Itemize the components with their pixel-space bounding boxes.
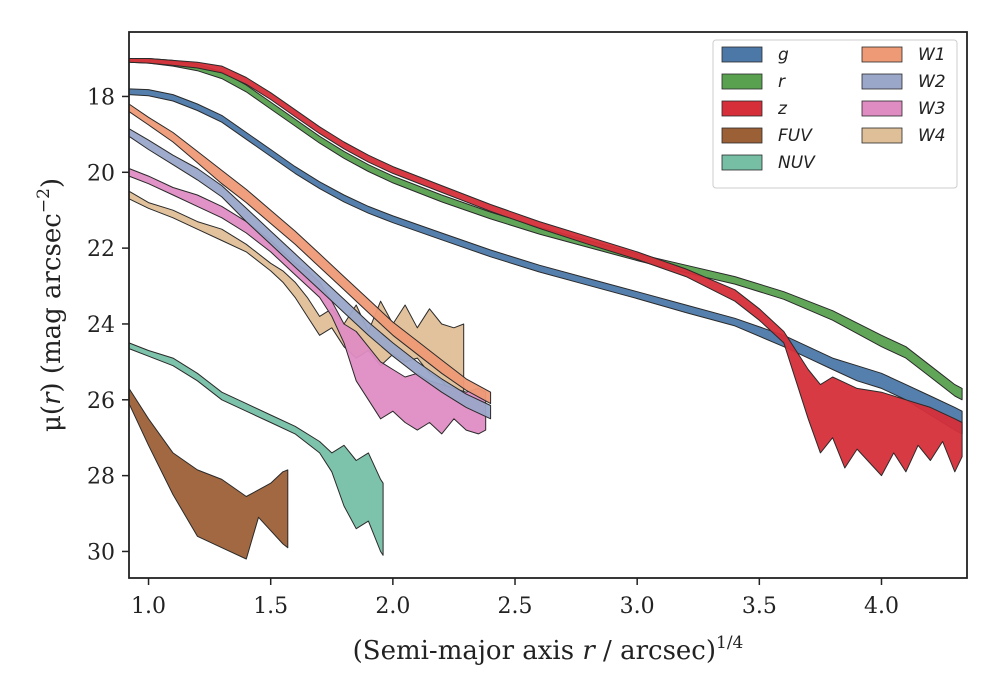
legend-swatch-w4 (861, 127, 903, 144)
x-axis-label: (Semi-major axis r / arcsec)1/4 (353, 633, 744, 666)
y-axis-label-tail: ) (mag arcsec (37, 213, 67, 392)
y-axis-label-var: r (37, 391, 67, 405)
y-tick-label: 20 (87, 161, 115, 186)
legend-swatch-w1 (861, 46, 903, 63)
x-axis-label-tail: / arcsec) (595, 636, 716, 666)
legend: grz FUV NUV W1 W2 W3 W4 (712, 39, 958, 189)
y-tick-label: 18 (87, 85, 115, 110)
legend-swatch-r (721, 73, 763, 90)
plot-frame (128, 31, 968, 579)
legend-swatch-nuv (721, 154, 763, 171)
legend-label-w4: W4 (918, 126, 946, 146)
x-axis-label-sup: 1/4 (716, 633, 743, 653)
legend-label-nuv: NUV (778, 153, 816, 173)
legend-label-r: r (778, 72, 786, 92)
x-tick-label: 1.5 (253, 594, 288, 619)
y-tick-label: 28 (87, 465, 115, 490)
y-axis-label-sup: −2 (34, 188, 54, 213)
ticks-layer: 1.0 1.5 2.0 2.5 3.0 3.5 4.0 18 20 22 24 26 28 30 (87, 85, 899, 619)
y-axis-label-close: ) (37, 178, 67, 188)
legend-label-w2: W2 (918, 72, 946, 92)
y-tick-label: 22 (87, 237, 115, 262)
x-tick-label: 4.0 (864, 594, 899, 619)
y-axis-label-mu: μ( (37, 405, 67, 432)
legend-label-z: z (777, 99, 788, 119)
y-tick-label: 26 (87, 389, 115, 414)
x-tick-label: 2.5 (498, 594, 533, 619)
legend-swatch-w3 (861, 100, 903, 117)
band-nuv (128, 342, 384, 556)
y-tick-label: 24 (87, 313, 115, 338)
y-axis-label: μ(r) (mag arcsec−2) (34, 178, 67, 432)
legend-swatch-w2 (861, 73, 903, 90)
x-axis-label-var: r (582, 636, 596, 666)
legend-label-g: g (778, 45, 789, 65)
legend-label-w3: W3 (918, 99, 946, 119)
legend-swatch-fuv (721, 127, 763, 144)
x-tick-label: 3.0 (620, 594, 655, 619)
legend-swatch-g (721, 46, 763, 63)
x-tick-label: 2.0 (375, 594, 410, 619)
series-layer (128, 58, 963, 560)
legend-swatch-z (721, 100, 763, 117)
x-tick-label: 1.0 (131, 594, 166, 619)
band-z (128, 58, 963, 477)
band-fuv (128, 387, 289, 560)
legend-label-w1: W1 (918, 45, 946, 65)
band-w2 (128, 128, 492, 420)
x-axis-label-main: (Semi-major axis (353, 636, 583, 666)
x-tick-label: 3.5 (742, 594, 777, 619)
y-tick-label: 30 (87, 540, 115, 565)
legend-label-fuv: FUV (778, 126, 813, 146)
band-w1 (128, 103, 492, 405)
